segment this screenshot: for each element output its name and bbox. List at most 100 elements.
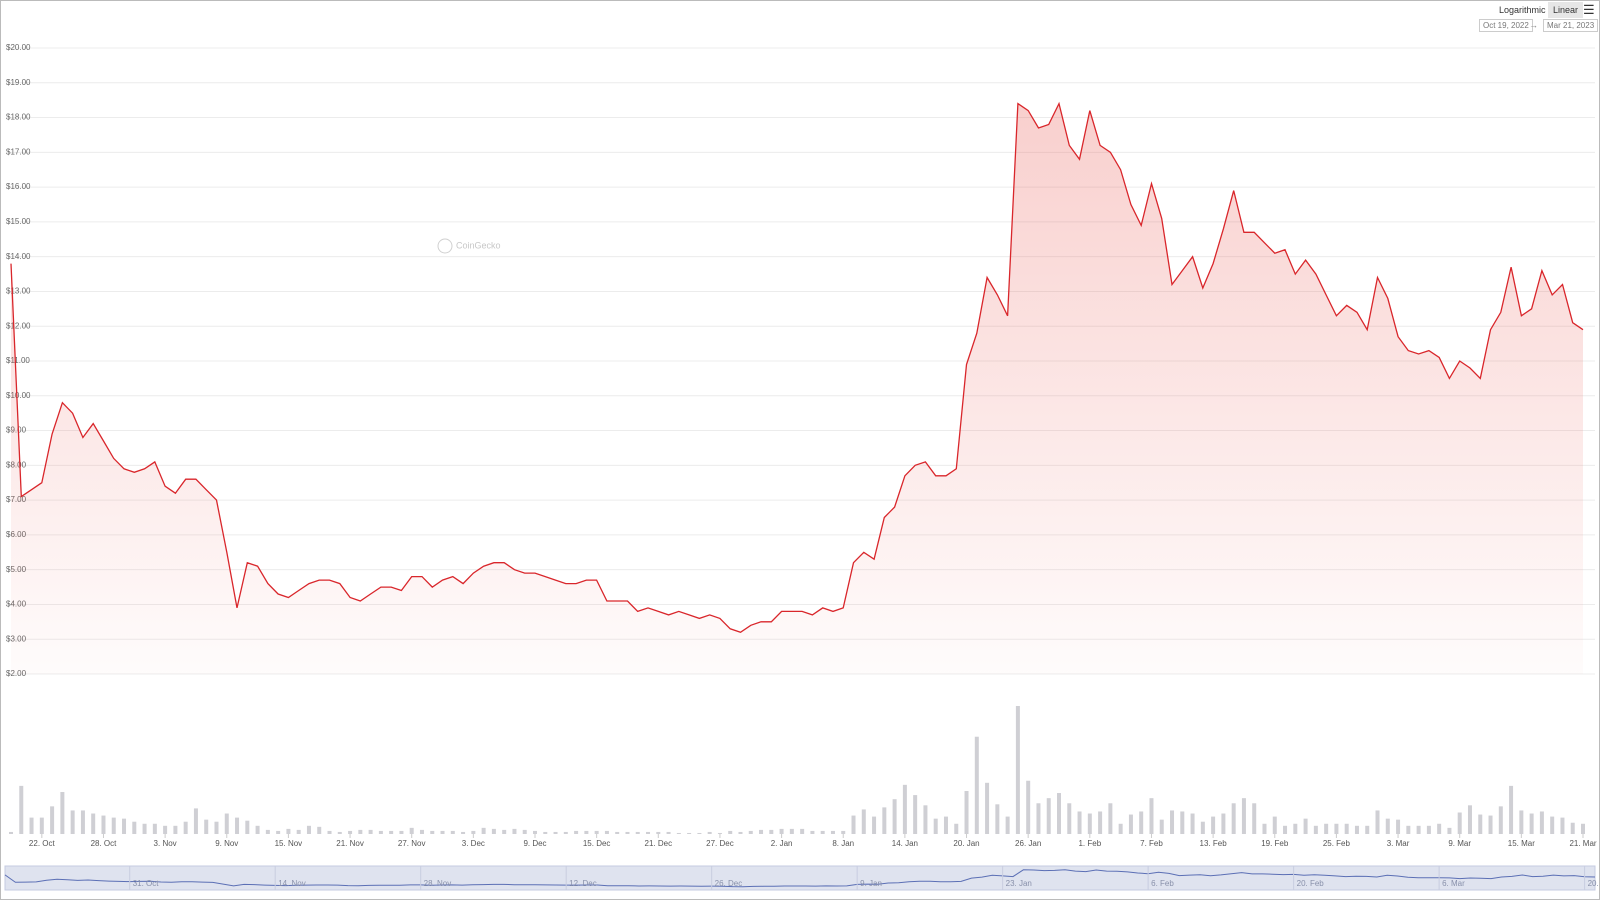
volume-bar [954,823,959,834]
volume-bar [1581,823,1585,834]
volume-bar [1437,823,1442,834]
linear-button[interactable]: Linear [1548,2,1584,18]
navigator-line [4,869,1596,888]
menu-button[interactable]: ☰ [1583,2,1595,17]
volume-bar [1303,818,1308,834]
volume-bar [1354,825,1359,834]
volume-bar [1283,825,1288,834]
volume-bar [1067,803,1072,834]
volume-bar [1118,823,1123,834]
volume-bar [80,810,85,834]
x-tick-label: 25. Feb [1323,839,1351,848]
x-tick-label: 20. Jan [953,839,979,848]
volume-bar [923,805,928,834]
y-tick-label: $20.00 [6,43,31,52]
volume-bar [1467,805,1472,834]
navigator-label: 20. ... [1588,879,1600,888]
volume-bar [327,830,332,834]
volume-bar [1365,825,1370,834]
x-tick-label: 27. Dec [706,839,734,848]
volume-bar [738,831,743,834]
volume-bar [913,795,918,834]
volume-bar [409,827,414,834]
volume-bar [656,831,661,834]
volume-bar [193,808,198,834]
volume-bar [974,736,979,834]
volume-bar [1026,780,1031,834]
volume-bar [1139,811,1144,834]
volume-bar [60,792,65,834]
volume-bar [1149,798,1154,834]
volume-bar [1498,806,1503,834]
watermark: CoinGecko [437,238,501,254]
range-end[interactable]: Mar 21, 2023 [1543,19,1599,32]
volume-bar [296,829,301,834]
volume-bar [419,829,424,834]
y-tick-label: $11.00 [6,356,30,365]
y-tick-label: $17.00 [6,147,31,156]
volume-bar [378,830,383,834]
x-tick-label: 7. Feb [1140,839,1163,848]
price-area [11,103,1583,675]
x-tick-label: 21. Nov [336,839,364,848]
volume-bar [1324,823,1329,834]
volume-bar [1272,816,1277,834]
volume-bar [1560,817,1565,834]
volume-bar [676,832,681,834]
volume-bar [892,799,897,834]
volume-bar [584,830,589,834]
navigator-label: 9. Jan [860,879,882,888]
volume-bar [1457,812,1462,834]
volume-bar [697,832,702,834]
volume-bar [152,823,157,834]
range-arrow: → [1529,20,1538,30]
navigator-label: 23. Jan [1006,879,1032,888]
volume-bar [820,830,825,834]
volume-bar [1170,810,1175,834]
x-tick-label: 8. Jan [832,839,854,848]
volume-bar [163,825,168,834]
volume-bar [594,830,599,834]
volume-bar [173,825,178,834]
volume-bar [39,817,44,834]
volume-bar [491,828,496,834]
volume-bar [1159,819,1164,834]
x-tick-label: 21. Mar [1569,839,1596,848]
volume-bar [358,829,363,834]
volume-bar [553,831,558,834]
x-tick-label: 9. Dec [523,839,546,848]
navigator-label: 26. Dec [715,879,743,888]
volume-bar [1344,823,1349,834]
navigator-label: 6. Mar [1442,879,1465,888]
navigator-label: 28. Nov [424,879,452,888]
volume-bar [1406,825,1411,834]
x-tick-label: 9. Nov [215,839,238,848]
volume-bar [276,830,281,834]
volume-bar [635,831,640,834]
volume-bar [522,829,527,834]
log-button[interactable]: Logarithmic [1499,5,1546,15]
watermark-text: CoinGecko [456,240,501,250]
volume-bar [995,804,1000,834]
y-tick-label: $12.00 [6,321,31,330]
volume-bar [399,830,404,834]
volume-bar [728,830,733,834]
volume-bar [183,821,188,834]
price-line [10,101,1584,634]
volume-bar [1416,825,1421,834]
volume-bar [1396,819,1401,834]
volume-bar [687,832,692,834]
volume-bar [461,831,466,834]
volume-bar [769,829,774,834]
volume-bar [430,830,435,834]
x-tick-label: 28. Oct [91,839,118,848]
volume-bar [543,831,548,834]
volume-bar [255,825,260,834]
volume-bar [830,830,835,834]
volume-bar [943,816,948,834]
range-start[interactable]: Oct 19, 2022 [1479,19,1533,32]
volume-bar [1293,823,1298,834]
y-tick-label: $19.00 [6,78,31,87]
volume-bar [286,828,291,834]
volume-bar [512,828,517,834]
